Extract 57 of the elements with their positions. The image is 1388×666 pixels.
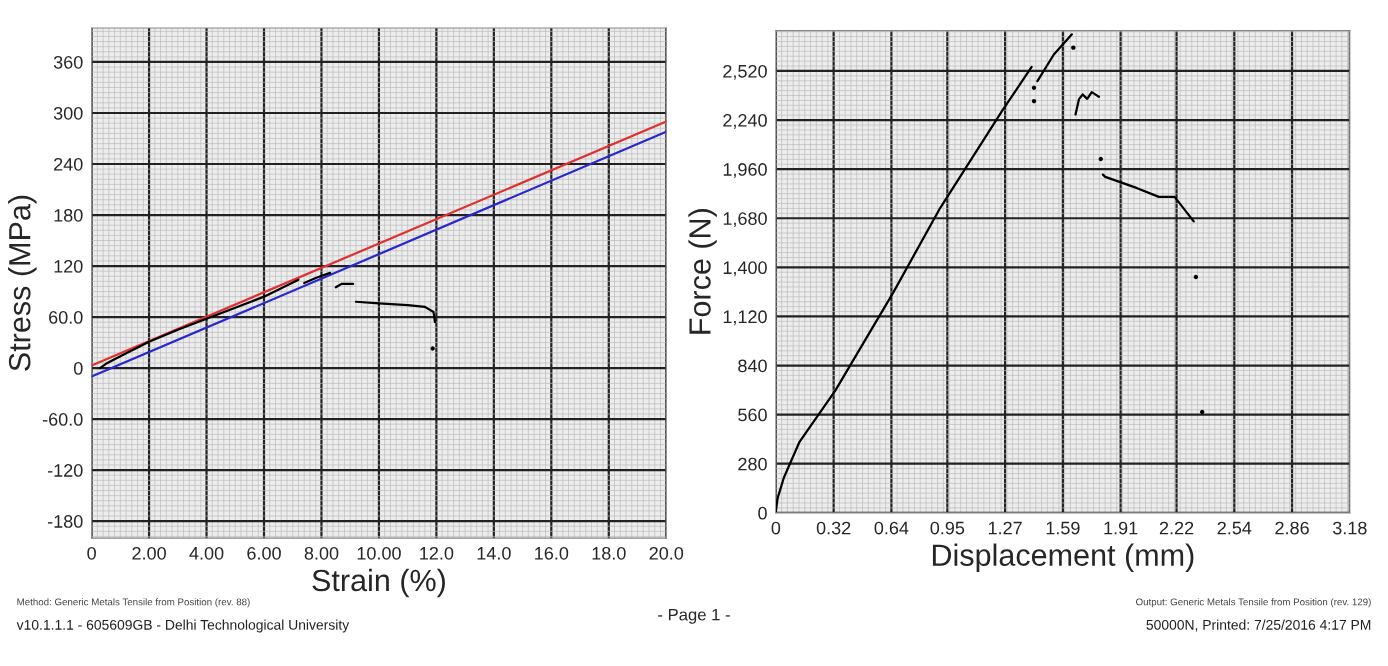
text: - Page 1 - xyxy=(658,608,730,624)
x-tick-label: 0 xyxy=(771,521,781,535)
point xyxy=(1200,409,1205,415)
y-tick-label: 0 xyxy=(73,362,83,375)
point xyxy=(1031,85,1037,90)
text: 50000N, Printed: 7/25/2016 4:17 PM xyxy=(1146,619,1371,632)
x-tick-label: 1.59 xyxy=(1046,521,1080,535)
y-tick-label: 1,120 xyxy=(723,310,767,326)
y-tick-label: 1,960 xyxy=(723,163,767,179)
x-tick-label: 16.0 xyxy=(535,546,569,560)
x-tick-label: 2.86 xyxy=(1275,521,1309,535)
y-tick-label: 60.0 xyxy=(49,310,83,324)
x-tick-label: 4.00 xyxy=(189,546,224,560)
x-tick-label: 0.64 xyxy=(874,521,909,535)
y-axis-title: Stress (MPa) xyxy=(8,195,37,371)
x-tick-label: 0.95 xyxy=(930,521,965,535)
x-tick-label: 14.0 xyxy=(477,546,511,560)
y-tick-label: 560 xyxy=(738,408,767,422)
x-tick-label: 3.18 xyxy=(1332,521,1367,535)
text: Output: Generic Metals Tensile from Position (rev. 129) xyxy=(1136,598,1371,608)
y-tick-label: 2,520 xyxy=(723,64,767,80)
x-tick-label: 0 xyxy=(87,546,96,560)
y-tick-label: 1,400 xyxy=(723,261,767,277)
y-tick-label: 300 xyxy=(53,106,83,120)
y-tick-label: 360 xyxy=(53,55,83,69)
y-tick-label: -120 xyxy=(47,464,83,477)
y-tick-label: 240 xyxy=(54,157,83,171)
text: Method: Generic Metals Tensile from Position (rev. 88) xyxy=(17,598,250,608)
y-axis-title: Force (N) xyxy=(688,209,717,334)
y-tick-label: -180 xyxy=(47,515,83,528)
y-tick-label: 0 xyxy=(758,506,767,520)
x-tick-label: 2.00 xyxy=(132,546,166,560)
point xyxy=(1031,98,1037,104)
x-tick-label: 1.27 xyxy=(988,521,1022,535)
point xyxy=(1071,45,1076,50)
y-tick-label: 120 xyxy=(54,259,83,273)
point xyxy=(1193,274,1199,280)
y-tick-label: -60.0 xyxy=(42,413,83,426)
x-axis-title: Displacement (mm) xyxy=(932,543,1194,573)
y-tick-label: 840 xyxy=(738,359,767,373)
x-tick-label: 18.0 xyxy=(592,546,626,560)
y-tick-label: 2,240 xyxy=(723,113,767,129)
x-tick-label: 6.00 xyxy=(247,546,281,560)
text: v10.1.1.1 - 605609GB - Delhi Technological University xyxy=(16,619,350,633)
x-tick-label: 10.00 xyxy=(357,546,401,560)
y-tick-label: 280 xyxy=(738,457,767,471)
x-tick-label: 20.0 xyxy=(649,546,684,560)
y-tick-label: 1,680 xyxy=(723,212,767,228)
x-tick-label: 8.00 xyxy=(304,546,339,560)
y-tick-label: 180 xyxy=(54,208,83,222)
x-tick-label: 1.91 xyxy=(1104,521,1138,535)
x-tick-label: 0.32 xyxy=(816,521,851,535)
x-tick-label: 12.0 xyxy=(420,546,454,560)
point xyxy=(1098,156,1103,162)
x-axis-title: Strain (%) xyxy=(312,568,445,598)
x-tick-label: 2.22 xyxy=(1159,521,1194,535)
x-tick-label: 2.54 xyxy=(1217,521,1252,535)
